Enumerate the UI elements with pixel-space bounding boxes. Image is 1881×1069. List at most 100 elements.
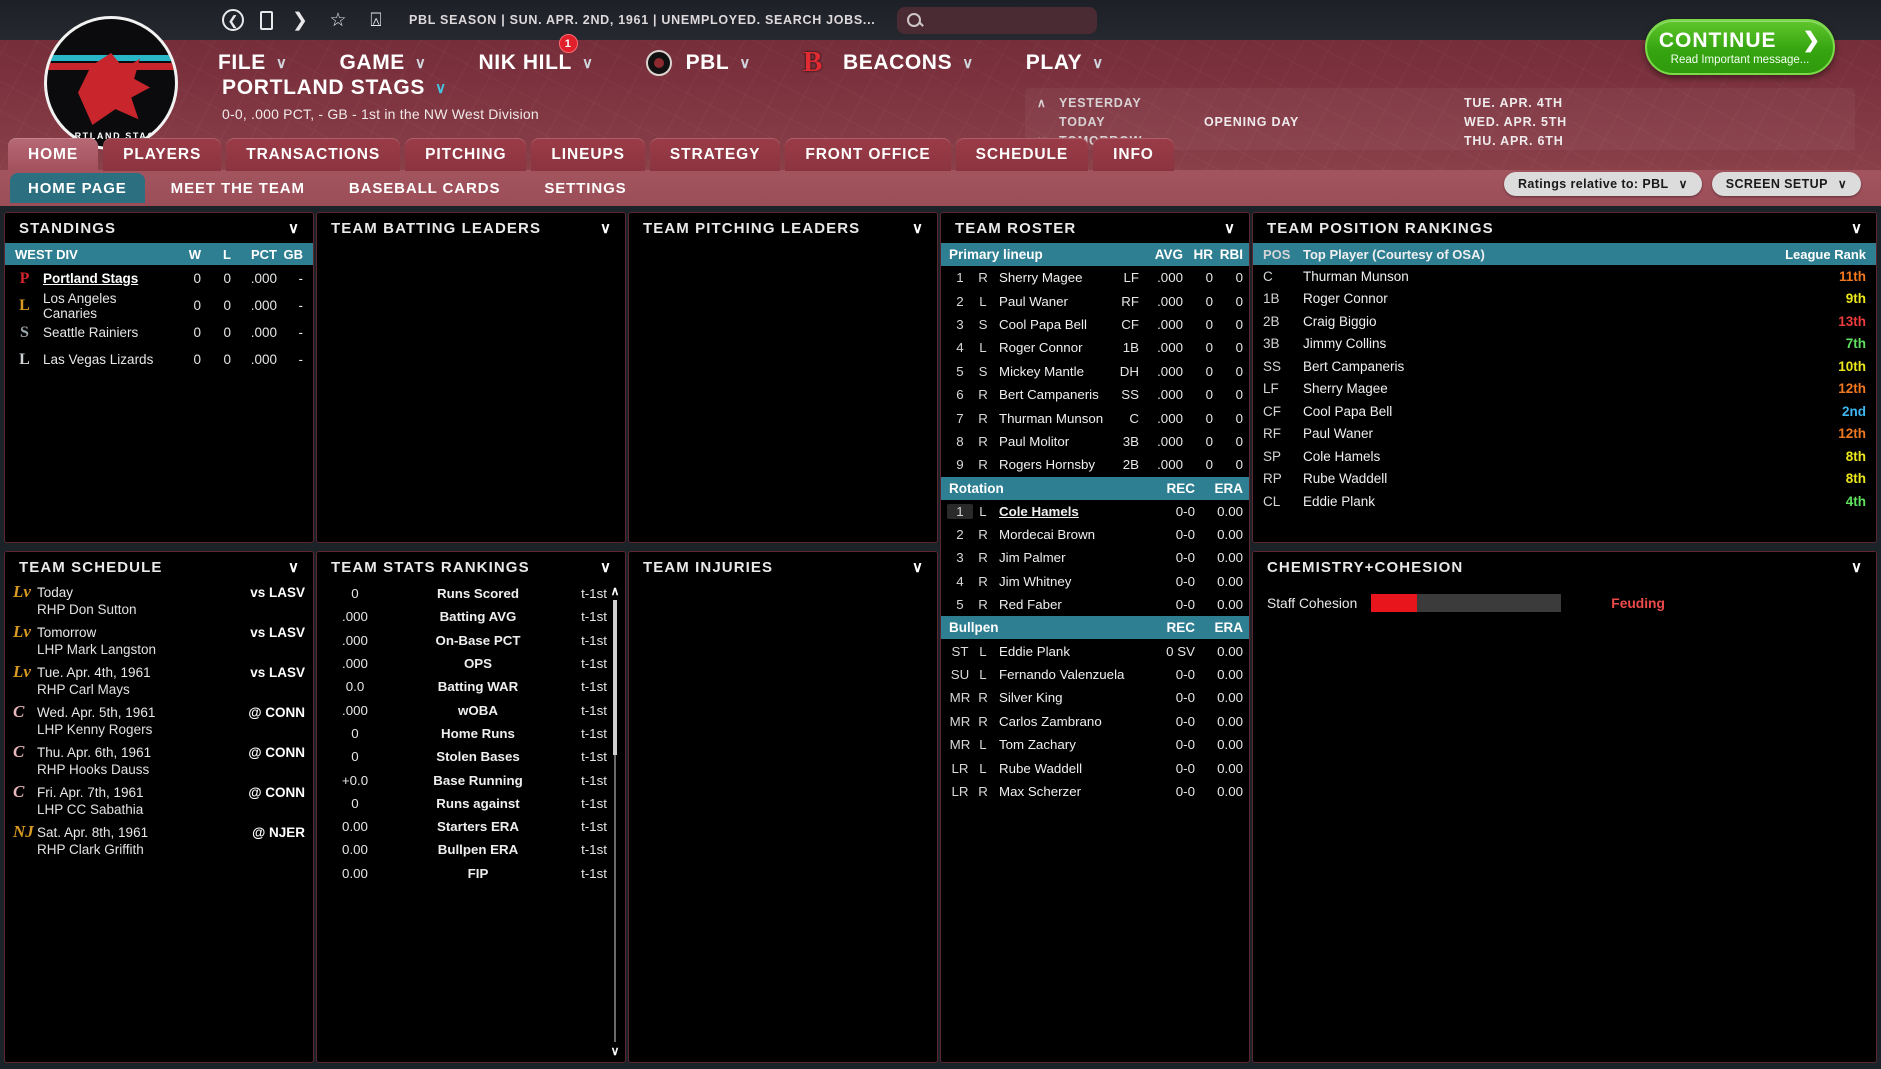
subtab-baseball-cards[interactable]: BASEBALL CARDS xyxy=(331,173,519,203)
table-row[interactable]: 0.00 Starters ERA t-1st xyxy=(317,815,625,838)
tab-pitching[interactable]: PITCHING xyxy=(405,138,527,171)
roster-player-name[interactable]: Mickey Mantle xyxy=(999,363,1084,379)
scroll-up-icon[interactable]: ∧ xyxy=(610,584,620,598)
schedule-game[interactable]: Lv Tomorrow vs LASV LHP Mark Langston xyxy=(5,622,313,662)
home-icon[interactable]: ⍓ xyxy=(370,9,382,31)
schedule-game[interactable]: C Thu. Apr. 6th, 1961 @ CONN RHP Hooks Daus… xyxy=(5,742,313,782)
roster-player-name[interactable]: Red Faber xyxy=(999,597,1062,613)
roster-player-name[interactable]: Thurman Munson xyxy=(999,410,1104,426)
table-row[interactable]: CL Eddie Plank 4th xyxy=(1253,490,1876,513)
table-row[interactable]: 9 R Rogers Hornsby 2B .000 0 0 xyxy=(941,453,1249,476)
roster-player-name[interactable]: Sherry Magee xyxy=(999,270,1083,286)
ranking-player-name[interactable]: Bert Campaneris xyxy=(1303,358,1405,374)
menu-pbl[interactable]: PBL ∨ xyxy=(645,50,751,76)
roster-player-name[interactable]: Cool Papa Bell xyxy=(999,316,1087,332)
table-row[interactable]: SS Bert Campaneris 10th xyxy=(1253,355,1876,378)
table-row[interactable]: C Thurman Munson 11th xyxy=(1253,265,1876,288)
tab-lineups[interactable]: LINEUPS xyxy=(531,138,645,171)
roster-player-name[interactable]: Paul Waner xyxy=(999,293,1068,309)
table-row[interactable]: RF Paul Waner 12th xyxy=(1253,423,1876,446)
table-row[interactable]: ST L Eddie Plank 0 SV 0.00 xyxy=(941,639,1249,662)
ranking-player-name[interactable]: Jimmy Collins xyxy=(1303,336,1387,352)
table-row[interactable]: 0.00 FIP t-1st xyxy=(317,862,625,885)
table-row[interactable]: 4 R Jim Whitney 0-0 0.00 xyxy=(941,570,1249,593)
notification-badge[interactable]: 1 xyxy=(558,34,578,53)
schedule-game[interactable]: Lv Today vs LASV RHP Don Sutton xyxy=(5,582,313,622)
ranking-player-name[interactable]: Roger Connor xyxy=(1303,291,1388,307)
table-row[interactable]: 0 Runs against t-1st xyxy=(317,792,625,815)
chevron-down-icon[interactable]: ∨ xyxy=(1851,559,1862,576)
subtab-settings[interactable]: SETTINGS xyxy=(526,173,644,203)
scroll-track[interactable] xyxy=(614,600,616,1042)
ranking-player-name[interactable]: Cool Papa Bell xyxy=(1303,403,1393,419)
table-row[interactable]: 4 L Roger Connor 1B .000 0 0 xyxy=(941,336,1249,359)
team-logo[interactable]: PORTLAND STAGS xyxy=(44,16,178,150)
tab-strategy[interactable]: STRATEGY xyxy=(649,138,781,171)
menu-game[interactable]: GAME ∨ xyxy=(340,51,427,75)
roster-player-name[interactable]: Jim Palmer xyxy=(999,550,1066,566)
table-row[interactable]: LR R Max Scherzer 0-0 0.00 xyxy=(941,780,1249,803)
roster-player-name[interactable]: Rube Waddell xyxy=(999,760,1083,776)
book-icon[interactable] xyxy=(260,10,273,30)
chevron-down-icon[interactable]: ∨ xyxy=(1224,220,1235,237)
schedule-game[interactable]: Lv Tue. Apr. 4th, 1961 vs LASV RHP Carl May… xyxy=(5,662,313,702)
ranking-player-name[interactable]: Craig Biggio xyxy=(1303,313,1377,329)
back-circle-icon[interactable]: ❮ xyxy=(222,9,244,31)
table-row[interactable]: SP Cole Hamels 8th xyxy=(1253,445,1876,468)
schedule-game[interactable]: NJ Sat. Apr. 8th, 1961 @ NJER RHP Clark Gri… xyxy=(5,822,313,862)
tab-players[interactable]: PLAYERS xyxy=(103,138,222,171)
tab-front-office[interactable]: FRONT OFFICE xyxy=(785,138,951,171)
menu-beacons[interactable]: B BEACONS ∨ xyxy=(803,48,974,78)
menu-play[interactable]: PLAY ∨ xyxy=(1026,51,1104,75)
roster-player-name[interactable]: Cole Hamels xyxy=(999,503,1079,519)
roster-player-name[interactable]: Jim Whitney xyxy=(999,573,1072,589)
schedule-game[interactable]: C Wed. Apr. 5th, 1961 @ CONN LHP Kenny Roge… xyxy=(5,702,313,742)
roster-player-name[interactable]: Mordecai Brown xyxy=(999,527,1096,543)
table-row[interactable]: .000 On-Base PCT t-1st xyxy=(317,629,625,652)
tab-schedule[interactable]: SCHEDULE xyxy=(955,138,1089,171)
tab-transactions[interactable]: TRANSACTIONS xyxy=(226,138,401,171)
table-row[interactable]: 0 Stolen Bases t-1st xyxy=(317,745,625,768)
standings-team-name[interactable]: Seattle Rainiers xyxy=(43,325,139,340)
table-row[interactable]: 2 L Paul Waner RF .000 0 0 xyxy=(941,289,1249,312)
team-name-selector[interactable]: PORTLAND STAGS ∨ xyxy=(222,76,539,100)
chevron-down-icon[interactable]: ∨ xyxy=(288,220,299,237)
chevron-down-icon[interactable]: ∨ xyxy=(912,559,923,576)
standings-team-name[interactable]: Las Vegas Lizards xyxy=(43,352,154,367)
table-row[interactable]: .000 wOBA t-1st xyxy=(317,698,625,721)
roster-player-name[interactable]: Max Scherzer xyxy=(999,784,1082,799)
continue-button[interactable]: CONTINUE ❯ Read Important message... xyxy=(1645,19,1835,75)
roster-player-name[interactable]: Silver King xyxy=(999,690,1063,706)
roster-player-name[interactable]: Paul Molitor xyxy=(999,433,1070,449)
table-row[interactable]: 5 S Mickey Mantle DH .000 0 0 xyxy=(941,360,1249,383)
forward-chevron-icon[interactable]: ❯ xyxy=(292,9,308,31)
menu-file[interactable]: FILE ∨ xyxy=(218,51,288,75)
ratings-relative-dropdown[interactable]: Ratings relative to: PBL ∨ xyxy=(1503,172,1702,196)
screen-setup-dropdown[interactable]: SCREEN SETUP ∨ xyxy=(1711,172,1861,196)
ranking-player-name[interactable]: Thurman Munson xyxy=(1303,268,1409,284)
roster-player-name[interactable]: Tom Zachary xyxy=(999,737,1076,753)
table-row[interactable]: 1 L Cole Hamels 0-0 0.00 xyxy=(941,500,1249,523)
table-row[interactable]: 8 R Paul Molitor 3B .000 0 0 xyxy=(941,430,1249,453)
subtab-meet-the-team[interactable]: MEET THE TEAM xyxy=(153,173,323,203)
standings-team-name[interactable]: Los Angeles Canaries xyxy=(43,290,117,321)
table-row[interactable]: 1 R Sherry Magee LF .000 0 0 xyxy=(941,266,1249,289)
day-row-yesterday[interactable]: ∧ YESTERDAY TUE. APR. 4TH xyxy=(1037,94,1855,112)
roster-player-name[interactable]: Eddie Plank xyxy=(999,643,1070,659)
tab-info[interactable]: INFO xyxy=(1093,138,1174,171)
table-row[interactable]: 2 R Mordecai Brown 0-0 0.00 xyxy=(941,523,1249,546)
ranking-player-name[interactable]: Eddie Plank xyxy=(1303,493,1376,509)
table-row[interactable]: LR L Rube Waddell 0-0 0.00 xyxy=(941,756,1249,779)
roster-player-name[interactable]: Carlos Zambrano xyxy=(999,713,1102,729)
chevron-up-icon[interactable]: ∧ xyxy=(1037,96,1046,110)
chevron-down-icon[interactable]: ∨ xyxy=(912,220,923,237)
schedule-game[interactable]: C Fri. Apr. 7th, 1961 @ CONN LHP CC Sabathi… xyxy=(5,782,313,822)
table-row[interactable]: MR R Silver King 0-0 0.00 xyxy=(941,686,1249,709)
table-row[interactable]: 0 Home Runs t-1st xyxy=(317,722,625,745)
table-row[interactable]: 0 Runs Scored t-1st xyxy=(317,582,625,605)
star-icon[interactable]: ☆ xyxy=(329,9,347,31)
table-row[interactable]: 1B Roger Connor 9th xyxy=(1253,288,1876,311)
chevron-down-icon[interactable]: ∨ xyxy=(600,559,611,576)
roster-player-name[interactable]: Fernando Valenzuela xyxy=(999,667,1125,683)
table-row[interactable]: 0.00 Bullpen ERA t-1st xyxy=(317,838,625,861)
